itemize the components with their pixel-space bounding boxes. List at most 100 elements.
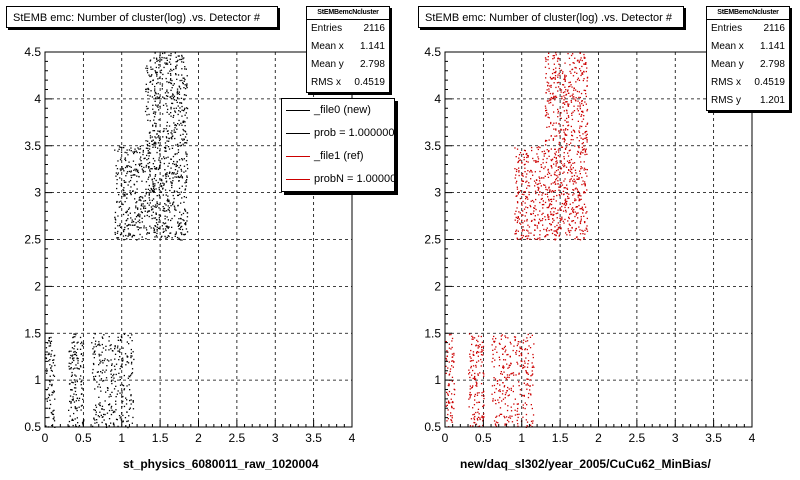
right-point [448, 361, 450, 363]
right-point [578, 79, 581, 81]
right-point [561, 97, 563, 100]
left-point [116, 168, 119, 170]
right-point [521, 360, 523, 363]
left-point [81, 422, 84, 424]
right-point [531, 171, 533, 173]
left-point [163, 162, 165, 165]
left-point [123, 187, 125, 189]
left-point [141, 221, 143, 223]
right-point [546, 100, 549, 102]
right-point [537, 186, 539, 188]
right-point [586, 175, 588, 177]
left-point [186, 155, 188, 157]
right-point [530, 393, 532, 395]
left-point [151, 208, 153, 210]
left-point [122, 189, 124, 191]
left-point [74, 374, 76, 376]
left-point [173, 172, 175, 174]
left-point [121, 336, 123, 339]
left-point [165, 77, 167, 80]
left-point [107, 389, 109, 391]
right-point [498, 379, 501, 381]
right-point [559, 217, 561, 219]
left-point [73, 387, 76, 389]
left-point [132, 351, 134, 353]
right-point [567, 230, 570, 232]
right-point [526, 235, 528, 237]
right-point [449, 402, 451, 404]
right-point [586, 217, 588, 220]
left-point [183, 196, 185, 198]
right-point [564, 119, 566, 122]
left-point [181, 159, 184, 161]
right-point [571, 118, 574, 121]
right-point [472, 353, 474, 356]
left-point [172, 96, 175, 99]
left-point [50, 367, 52, 369]
left-point [173, 83, 175, 85]
left-point [164, 215, 166, 217]
left-point [80, 353, 83, 355]
left-point [132, 400, 134, 402]
left-point [97, 371, 99, 373]
right-point [515, 195, 517, 197]
left-point [152, 68, 154, 70]
left-point [139, 158, 141, 160]
right-point [555, 70, 557, 73]
right-point [542, 224, 544, 226]
left-point [51, 391, 53, 393]
left-point [119, 223, 121, 225]
right-point [552, 207, 554, 209]
right-y-tick-label: 2.5 [424, 233, 441, 247]
left-point [182, 128, 184, 131]
right-point [483, 373, 485, 375]
right-point [477, 411, 479, 413]
right-point [531, 422, 534, 424]
right-point [516, 419, 518, 422]
left-point [78, 397, 81, 399]
right-point [563, 180, 565, 182]
left-point [130, 403, 132, 405]
right-point [513, 374, 515, 376]
left-point [145, 181, 148, 183]
left-point [132, 401, 134, 403]
right-point [451, 360, 453, 362]
right-point [547, 82, 550, 84]
left-point [123, 389, 125, 391]
left-point [101, 405, 104, 407]
right-point [469, 385, 471, 387]
right-y-tick-label: 4 [434, 92, 441, 106]
right-point [532, 373, 534, 375]
left-point [178, 166, 180, 169]
left-point [178, 180, 180, 182]
right-point [473, 404, 476, 406]
right-y-tick-label: 2 [434, 279, 441, 293]
left-point [184, 94, 186, 96]
left-point [139, 233, 141, 236]
right-point [450, 348, 452, 350]
right-point [572, 139, 574, 141]
right-point [525, 370, 527, 372]
right-point [563, 165, 565, 168]
right-point [579, 222, 582, 225]
right-point [564, 206, 566, 209]
left-point [184, 210, 187, 212]
right-point [453, 361, 455, 363]
left-point [183, 233, 185, 236]
left-point [177, 113, 179, 116]
right-point [548, 52, 550, 54]
left-point [139, 152, 141, 154]
left-point [183, 87, 185, 89]
left-point [174, 235, 176, 237]
right-point [475, 411, 477, 414]
left-point [113, 410, 115, 412]
right-point [559, 74, 561, 76]
left-point [158, 194, 160, 196]
left-point [118, 415, 121, 417]
right-point [581, 59, 583, 62]
left-point [108, 418, 111, 420]
right-point [570, 125, 572, 128]
right-point [450, 412, 452, 414]
right-point [519, 365, 521, 367]
right-point [564, 76, 566, 78]
